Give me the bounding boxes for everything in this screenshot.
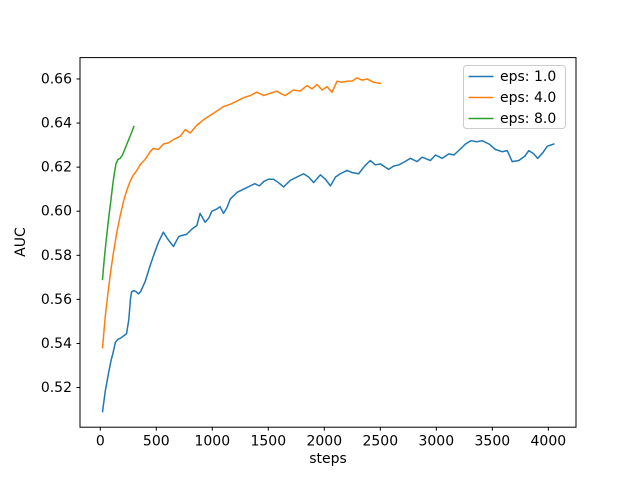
legend-entry: eps: 8.0 <box>468 111 556 127</box>
x-tick-label: 3500 <box>475 434 511 450</box>
x-tick-label: 1000 <box>194 434 230 450</box>
y-tick-label: 0.56 <box>41 292 72 308</box>
x-tick-label: 2000 <box>306 434 342 450</box>
series-line-eps-8-0 <box>101 125 135 281</box>
y-tick-label: 0.62 <box>41 160 72 176</box>
x-tick-label: 4000 <box>531 434 567 450</box>
x-tick-label: 1500 <box>250 434 286 450</box>
legend-box <box>463 65 566 129</box>
x-tick-label: 0 <box>96 434 105 450</box>
series-group <box>101 77 555 413</box>
legend-label: eps: 8.0 <box>500 111 556 127</box>
series-line-eps-1-0 <box>101 139 555 413</box>
y-tick-label: 0.54 <box>41 336 72 352</box>
legend: eps: 1.0 eps: 4.0 eps: 8.0 <box>463 65 566 129</box>
ticks-group: 0 500 1000 1500 2000 2500 3000 3500 4000 0.52 0.54… <box>41 71 566 449</box>
y-tick-label: 0.66 <box>41 71 72 87</box>
legend-label: eps: 1.0 <box>500 69 556 85</box>
axes-frame <box>79 57 577 428</box>
x-tick-label: 3000 <box>418 434 454 450</box>
x-tick-label: 2500 <box>362 434 398 450</box>
legend-entry: eps: 4.0 <box>468 90 556 106</box>
y-tick-label: 0.60 <box>41 204 72 220</box>
y-tick-label: 0.52 <box>41 380 72 396</box>
legend-label: eps: 4.0 <box>500 90 556 106</box>
y-axis-label: AUC <box>13 227 29 257</box>
x-tick-label: 500 <box>143 434 170 450</box>
y-tick-label: 0.58 <box>41 248 72 264</box>
x-axis-label: steps <box>309 451 347 467</box>
y-tick-label: 0.64 <box>41 116 72 132</box>
series-line-eps-4-0 <box>101 77 382 349</box>
legend-entry: eps: 1.0 <box>468 69 556 85</box>
